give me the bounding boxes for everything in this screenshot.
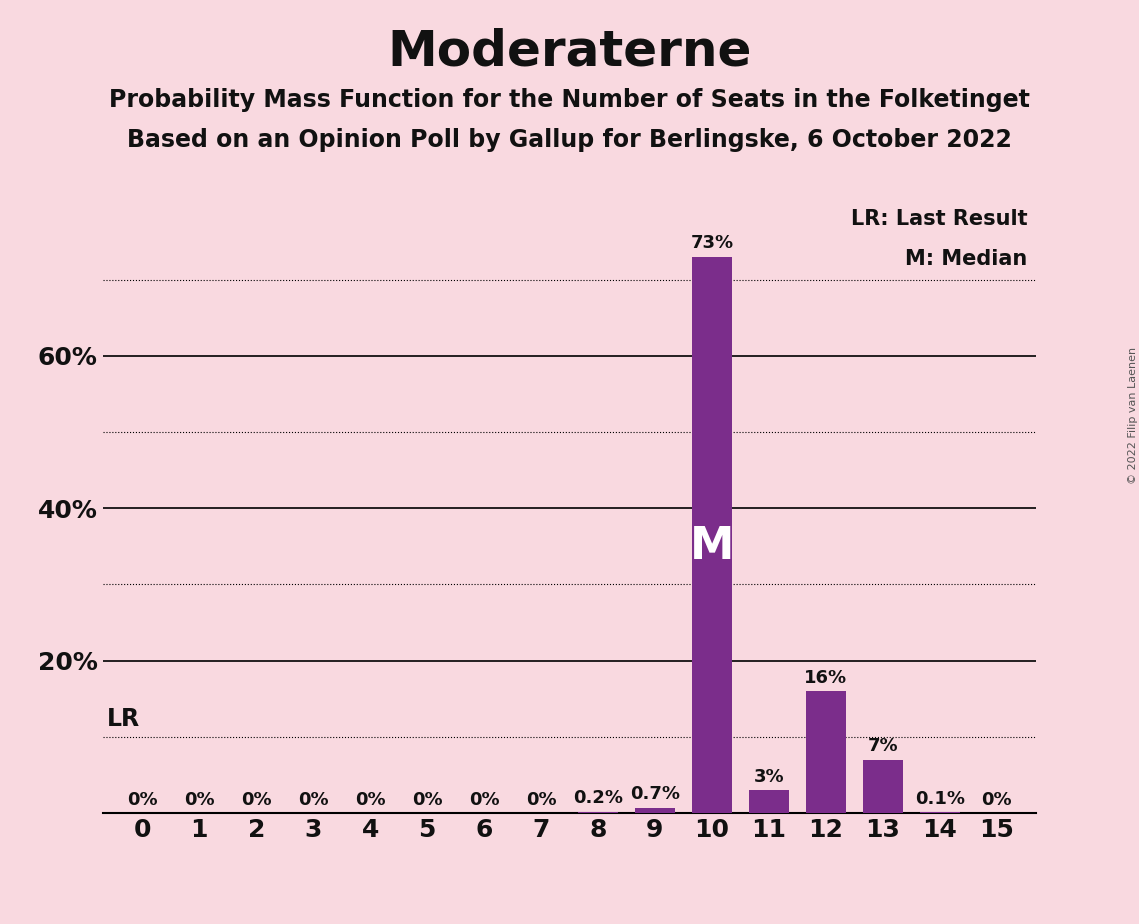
Text: LR: Last Result: LR: Last Result xyxy=(851,210,1027,229)
Text: 0%: 0% xyxy=(298,791,328,808)
Text: 0%: 0% xyxy=(526,791,556,808)
Text: 73%: 73% xyxy=(690,234,734,252)
Text: 0%: 0% xyxy=(128,791,157,808)
Text: M: Median: M: Median xyxy=(904,249,1027,269)
Text: 0%: 0% xyxy=(982,791,1011,808)
Text: 0%: 0% xyxy=(469,791,499,808)
Text: 0%: 0% xyxy=(355,791,385,808)
Bar xyxy=(806,691,845,813)
Text: 0%: 0% xyxy=(412,791,442,808)
Bar xyxy=(636,808,674,813)
Bar xyxy=(863,760,902,813)
Text: 0%: 0% xyxy=(241,791,271,808)
Text: 16%: 16% xyxy=(804,669,847,687)
Text: Moderaterne: Moderaterne xyxy=(387,28,752,76)
Bar xyxy=(579,811,617,813)
Bar xyxy=(749,790,788,813)
Bar xyxy=(693,257,731,813)
Text: 0.1%: 0.1% xyxy=(915,790,965,808)
Text: 0%: 0% xyxy=(185,791,214,808)
Text: 0.2%: 0.2% xyxy=(573,789,623,807)
Text: © 2022 Filip van Laenen: © 2022 Filip van Laenen xyxy=(1129,347,1138,484)
Text: Based on an Opinion Poll by Gallup for Berlingske, 6 October 2022: Based on an Opinion Poll by Gallup for B… xyxy=(128,128,1011,152)
Text: 3%: 3% xyxy=(754,768,784,785)
Text: LR: LR xyxy=(107,707,140,731)
Text: 0.7%: 0.7% xyxy=(630,785,680,803)
Text: M: M xyxy=(690,525,734,568)
Text: 7%: 7% xyxy=(868,737,898,755)
Text: Probability Mass Function for the Number of Seats in the Folketinget: Probability Mass Function for the Number… xyxy=(109,88,1030,112)
